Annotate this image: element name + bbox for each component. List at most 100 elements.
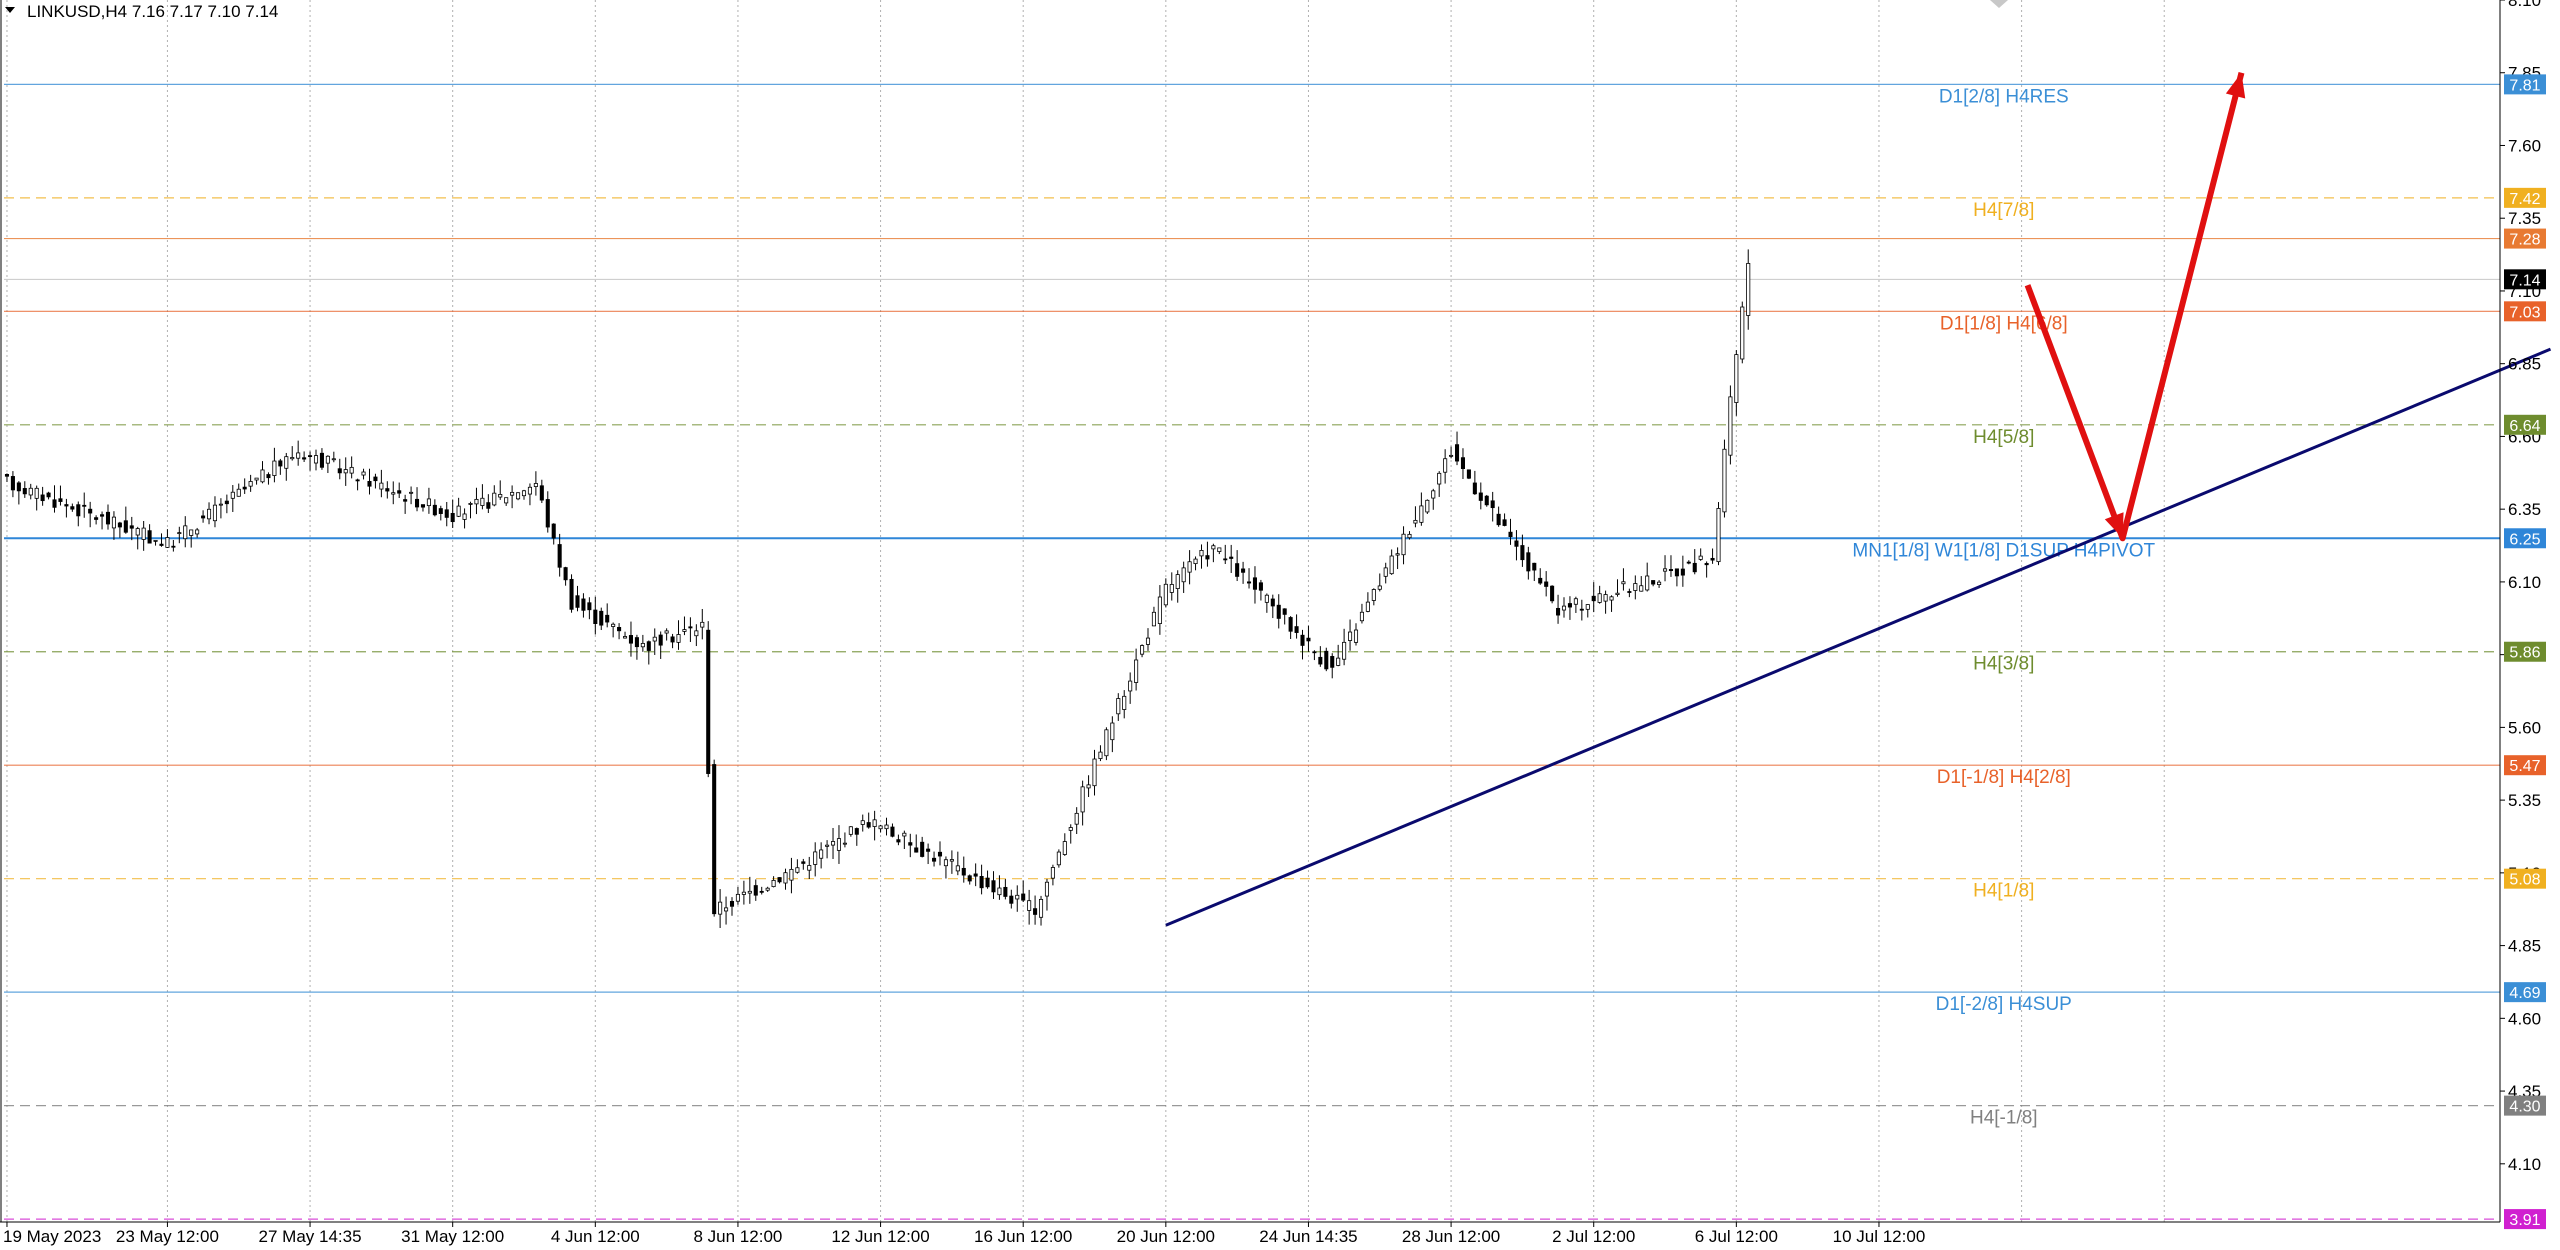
candle[interactable] bbox=[1722, 439, 1727, 518]
candle[interactable] bbox=[1496, 506, 1501, 527]
candle[interactable] bbox=[884, 817, 889, 836]
candle[interactable] bbox=[1116, 693, 1121, 721]
candle[interactable] bbox=[1371, 588, 1376, 606]
candle[interactable] bbox=[1229, 544, 1234, 573]
candle[interactable] bbox=[1044, 878, 1050, 911]
candle[interactable] bbox=[1561, 597, 1567, 618]
candle[interactable] bbox=[575, 585, 580, 612]
candle[interactable] bbox=[1662, 555, 1668, 582]
candle[interactable] bbox=[426, 487, 431, 514]
candle[interactable] bbox=[177, 526, 182, 544]
candle[interactable] bbox=[242, 478, 247, 494]
candle[interactable] bbox=[955, 851, 960, 876]
candle[interactable] bbox=[1205, 541, 1210, 567]
candle[interactable] bbox=[355, 478, 360, 491]
candle[interactable] bbox=[937, 841, 943, 866]
candle[interactable] bbox=[10, 471, 15, 498]
candle[interactable] bbox=[1169, 572, 1174, 601]
candle[interactable] bbox=[248, 474, 253, 492]
candle[interactable] bbox=[296, 440, 301, 466]
candle[interactable] bbox=[1252, 566, 1258, 604]
candle[interactable] bbox=[563, 566, 568, 586]
candle[interactable] bbox=[1353, 623, 1359, 646]
candle[interactable] bbox=[1163, 578, 1168, 608]
candle[interactable] bbox=[1199, 544, 1204, 569]
candle[interactable] bbox=[1645, 562, 1650, 592]
candle[interactable] bbox=[135, 526, 140, 550]
candle[interactable] bbox=[1193, 556, 1198, 571]
candle[interactable] bbox=[64, 498, 69, 518]
candle[interactable] bbox=[622, 631, 628, 639]
candle[interactable] bbox=[611, 622, 616, 638]
candle[interactable] bbox=[771, 876, 776, 888]
candle[interactable] bbox=[557, 533, 562, 577]
candle[interactable] bbox=[587, 597, 592, 620]
candle[interactable] bbox=[367, 468, 372, 495]
candle[interactable] bbox=[896, 834, 901, 846]
candle[interactable] bbox=[34, 485, 39, 511]
candle[interactable] bbox=[409, 486, 414, 505]
candle[interactable] bbox=[254, 477, 259, 485]
candle[interactable] bbox=[94, 515, 99, 525]
candle[interactable] bbox=[189, 529, 194, 548]
candle[interactable] bbox=[759, 886, 764, 895]
candle[interactable] bbox=[1157, 585, 1162, 635]
candle[interactable] bbox=[961, 856, 966, 883]
candle[interactable] bbox=[724, 896, 729, 925]
candle[interactable] bbox=[801, 858, 806, 870]
candle[interactable] bbox=[628, 621, 634, 657]
candle[interactable] bbox=[111, 511, 116, 540]
candle[interactable] bbox=[700, 608, 705, 640]
candle[interactable] bbox=[492, 485, 497, 507]
candle[interactable] bbox=[819, 842, 824, 869]
candle[interactable] bbox=[1033, 895, 1038, 925]
candle[interactable] bbox=[676, 620, 681, 650]
candle[interactable] bbox=[1728, 385, 1733, 465]
candle[interactable] bbox=[551, 523, 556, 545]
candle[interactable] bbox=[46, 491, 51, 500]
candle[interactable] bbox=[272, 447, 277, 483]
candle[interactable] bbox=[1454, 431, 1460, 466]
candle[interactable] bbox=[1217, 547, 1222, 555]
candle[interactable] bbox=[444, 501, 449, 527]
candle[interactable] bbox=[1104, 727, 1109, 761]
candle[interactable] bbox=[706, 621, 711, 778]
candle[interactable] bbox=[1579, 599, 1584, 621]
candle[interactable] bbox=[658, 631, 663, 659]
candle[interactable] bbox=[1068, 824, 1073, 844]
candle[interactable] bbox=[1270, 594, 1275, 619]
candle[interactable] bbox=[147, 524, 152, 544]
candle[interactable] bbox=[1027, 889, 1032, 925]
candle[interactable] bbox=[284, 452, 289, 481]
candle[interactable] bbox=[830, 827, 836, 859]
candle[interactable] bbox=[1330, 653, 1335, 679]
candle[interactable] bbox=[1241, 561, 1246, 584]
candle[interactable] bbox=[1110, 716, 1115, 753]
candle[interactable] bbox=[1609, 595, 1614, 612]
candle[interactable] bbox=[664, 628, 669, 641]
candle[interactable] bbox=[943, 856, 948, 879]
candle[interactable] bbox=[82, 492, 87, 518]
candle[interactable] bbox=[581, 593, 586, 618]
candle[interactable] bbox=[319, 448, 324, 470]
candle[interactable] bbox=[991, 871, 996, 899]
candle[interactable] bbox=[807, 856, 812, 879]
candle[interactable] bbox=[1698, 548, 1703, 561]
candle[interactable] bbox=[343, 457, 348, 486]
candle[interactable] bbox=[504, 497, 509, 506]
candle[interactable] bbox=[474, 487, 479, 515]
candle[interactable] bbox=[337, 458, 342, 480]
candle[interactable] bbox=[40, 486, 45, 506]
candle[interactable] bbox=[914, 834, 919, 853]
candle[interactable] bbox=[308, 451, 313, 471]
candle[interactable] bbox=[1211, 543, 1216, 563]
candle[interactable] bbox=[391, 481, 396, 505]
candle[interactable] bbox=[105, 504, 111, 530]
candle[interactable] bbox=[1021, 880, 1026, 902]
candle[interactable] bbox=[141, 520, 146, 551]
candle[interactable] bbox=[1550, 585, 1555, 604]
candle[interactable] bbox=[4, 473, 10, 482]
candle[interactable] bbox=[349, 456, 354, 479]
candle[interactable] bbox=[1134, 648, 1139, 691]
candle[interactable] bbox=[1348, 619, 1353, 651]
